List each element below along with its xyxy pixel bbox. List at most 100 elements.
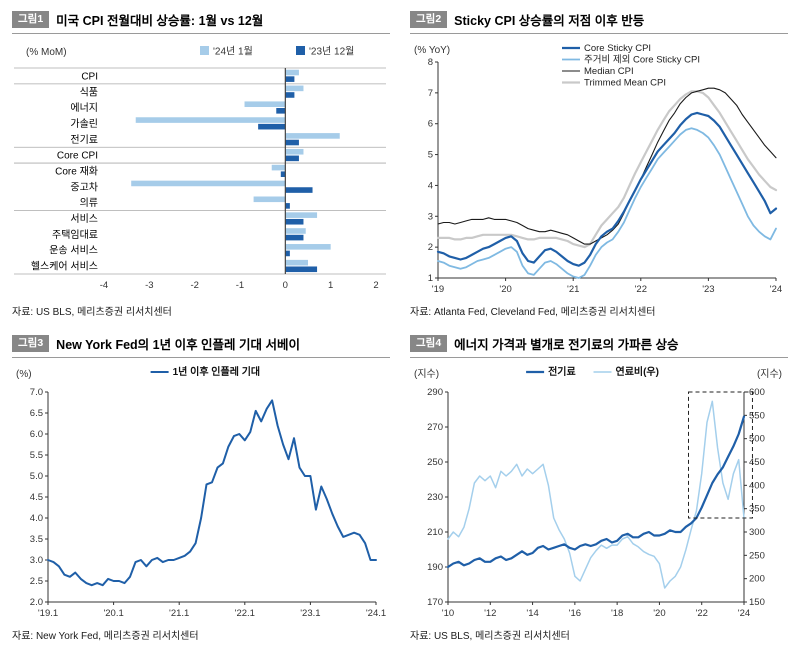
svg-text:Median CPI: Median CPI xyxy=(584,66,634,77)
svg-text:3: 3 xyxy=(428,211,433,222)
svg-text:전기료: 전기료 xyxy=(70,134,98,146)
svg-text:2: 2 xyxy=(428,242,433,253)
svg-text:'20: '20 xyxy=(499,284,511,295)
svg-text:에너지: 에너지 xyxy=(70,102,98,114)
svg-text:2: 2 xyxy=(373,280,378,291)
svg-text:식품: 식품 xyxy=(80,86,98,98)
electricity-fuel-dual-axis-chart: 170 190 210 230 250 270 290 150 200 250 300 350 400 4… xyxy=(414,365,782,619)
figure3-tag: 그림3 xyxy=(12,335,50,352)
svg-text:'21.1: '21.1 xyxy=(169,608,189,619)
svg-text:'21: '21 xyxy=(567,284,579,295)
svg-text:170: 170 xyxy=(427,597,443,608)
svg-text:(지수): (지수) xyxy=(757,368,782,380)
figure2-header: 그림2 Sticky CPI 상승률의 저점 이후 반등 xyxy=(410,10,788,34)
svg-text:8: 8 xyxy=(428,57,433,68)
svg-text:250: 250 xyxy=(749,550,765,561)
svg-text:'16: '16 xyxy=(569,608,581,619)
figure3-source: 자료: New York Fed, 메리츠증권 리서치센터 xyxy=(12,631,199,642)
svg-text:'23.1: '23.1 xyxy=(300,608,320,619)
svg-text:230: 230 xyxy=(427,492,443,503)
svg-text:-1: -1 xyxy=(236,280,244,291)
panel-figure2: 그림2 Sticky CPI 상승률의 저점 이후 반등 1 2 3 4 5 6 7 8 '19… xyxy=(410,10,788,318)
svg-text:'10: '10 xyxy=(442,608,454,619)
svg-text:(% YoY): (% YoY) xyxy=(414,45,450,56)
svg-text:6.0: 6.0 xyxy=(30,429,43,440)
svg-text:헬스케어 서비스: 헬스케어 서비스 xyxy=(31,261,98,273)
inflation-expectation-line-chart: 2.0 2.5 3.0 3.5 4.0 4.5 5.0 5.5 6.0 6.5 7.0 '19.1 '2… xyxy=(16,365,386,619)
svg-text:중고차: 중고차 xyxy=(70,181,98,193)
figure4-chart-area: 170 190 210 230 250 270 290 150 200 250 300 350 400 4… xyxy=(410,362,788,624)
svg-text:Core Sticky CPI: Core Sticky CPI xyxy=(584,43,651,54)
svg-text:210: 210 xyxy=(427,527,443,538)
svg-text:'22.1: '22.1 xyxy=(235,608,255,619)
svg-text:400: 400 xyxy=(749,480,765,491)
svg-text:4.0: 4.0 xyxy=(30,513,43,524)
svg-text:550: 550 xyxy=(749,410,765,421)
svg-text:'18: '18 xyxy=(611,608,623,619)
figure3-title: New York Fed의 1년 이후 인플레 기대 서베이 xyxy=(56,338,300,352)
figure2-title: Sticky CPI 상승률의 저점 이후 반등 xyxy=(454,14,645,28)
svg-text:4: 4 xyxy=(428,180,433,191)
svg-text:350: 350 xyxy=(749,504,765,515)
svg-text:'24: '24 xyxy=(738,608,750,619)
svg-text:600: 600 xyxy=(749,387,765,398)
svg-text:4.5: 4.5 xyxy=(30,492,43,503)
svg-text:270: 270 xyxy=(427,422,443,433)
svg-text:5.5: 5.5 xyxy=(30,450,43,461)
svg-text:5.0: 5.0 xyxy=(30,471,43,482)
svg-text:1: 1 xyxy=(328,280,333,291)
svg-text:(지수): (지수) xyxy=(414,368,439,380)
svg-text:-4: -4 xyxy=(100,280,108,291)
svg-text:가솔린: 가솔린 xyxy=(70,118,98,130)
svg-text:주거비 제외 Core Sticky CPI: 주거비 제외 Core Sticky CPI xyxy=(584,54,700,66)
svg-text:'19: '19 xyxy=(432,284,444,295)
svg-text:'14: '14 xyxy=(526,608,538,619)
svg-text:290: 290 xyxy=(427,387,443,398)
figure2-tag: 그림2 xyxy=(410,11,448,28)
sticky-cpi-line-chart: 1 2 3 4 5 6 7 8 '19 '20 '21 '22 '23 '24 (% YoY) Core St… xyxy=(414,43,782,295)
svg-text:'20.1: '20.1 xyxy=(103,608,123,619)
svg-text:Trimmed Mean CPI: Trimmed Mean CPI xyxy=(584,78,666,89)
svg-text:3.0: 3.0 xyxy=(30,555,43,566)
svg-text:'24.1: '24.1 xyxy=(366,608,386,619)
svg-text:6: 6 xyxy=(428,119,433,130)
svg-text:연료비(우): 연료비(우) xyxy=(616,365,659,378)
figure2-source: 자료: Atlanta Fed, Cleveland Fed, 메리츠증권 리서… xyxy=(410,307,656,318)
svg-text:전기료: 전기료 xyxy=(548,365,576,378)
svg-text:주택임대료: 주택임대료 xyxy=(52,228,98,241)
svg-text:450: 450 xyxy=(749,457,765,468)
svg-text:-2: -2 xyxy=(190,280,198,291)
svg-text:'23: '23 xyxy=(702,284,714,295)
svg-text:7.0: 7.0 xyxy=(30,387,43,398)
svg-text:'22: '22 xyxy=(635,284,647,295)
figure4-source: 자료: US BLS, 메리츠증권 리서치센터 xyxy=(410,631,570,642)
svg-text:6.5: 6.5 xyxy=(30,408,43,419)
panel-figure1: 그림1 미국 CPI 전월대비 상승률: 1월 vs 12월 (% MoM) '2… xyxy=(12,10,390,318)
figure1-chart-area: (% MoM) '24년 1월 '23년 12월 CPI 식품 에너지 가솔린 전기료 Core… xyxy=(12,38,390,300)
svg-text:(%): (%) xyxy=(16,369,32,380)
svg-text:(% MoM): (% MoM) xyxy=(26,47,67,58)
svg-text:운송 서비스: 운송 서비스 xyxy=(49,245,98,257)
svg-text:-3: -3 xyxy=(145,280,153,291)
svg-text:0: 0 xyxy=(283,280,288,291)
svg-text:150: 150 xyxy=(749,597,765,608)
svg-text:7: 7 xyxy=(428,88,433,99)
svg-text:서비스: 서비스 xyxy=(70,213,98,225)
figure2-chart-area: 1 2 3 4 5 6 7 8 '19 '20 '21 '22 '23 '24 (% YoY) Core St… xyxy=(410,38,788,300)
svg-text:'24: '24 xyxy=(770,284,782,295)
svg-text:'23년 12월: '23년 12월 xyxy=(309,46,354,58)
svg-text:Core CPI: Core CPI xyxy=(57,151,98,162)
svg-text:200: 200 xyxy=(749,574,765,585)
svg-text:2.5: 2.5 xyxy=(30,576,43,587)
figure4-title: 에너지 가격과 별개로 전기료의 가파른 상승 xyxy=(454,338,679,352)
svg-text:1년 이후 인플레 기대: 1년 이후 인플레 기대 xyxy=(173,365,261,378)
figure1-source: 자료: US BLS, 메리츠증권 리서치센터 xyxy=(12,307,172,318)
svg-text:190: 190 xyxy=(427,562,443,573)
report-figure-grid: 그림1 미국 CPI 전월대비 상승률: 1월 vs 12월 (% MoM) '2… xyxy=(12,10,788,642)
panel-figure4: 그림4 에너지 가격과 별개로 전기료의 가파른 상승 170 190 210 230… xyxy=(410,334,788,642)
svg-text:5: 5 xyxy=(428,150,433,161)
svg-text:'12: '12 xyxy=(484,608,496,619)
svg-text:'24년 1월: '24년 1월 xyxy=(213,46,253,58)
figure1-tag: 그림1 xyxy=(12,11,50,28)
